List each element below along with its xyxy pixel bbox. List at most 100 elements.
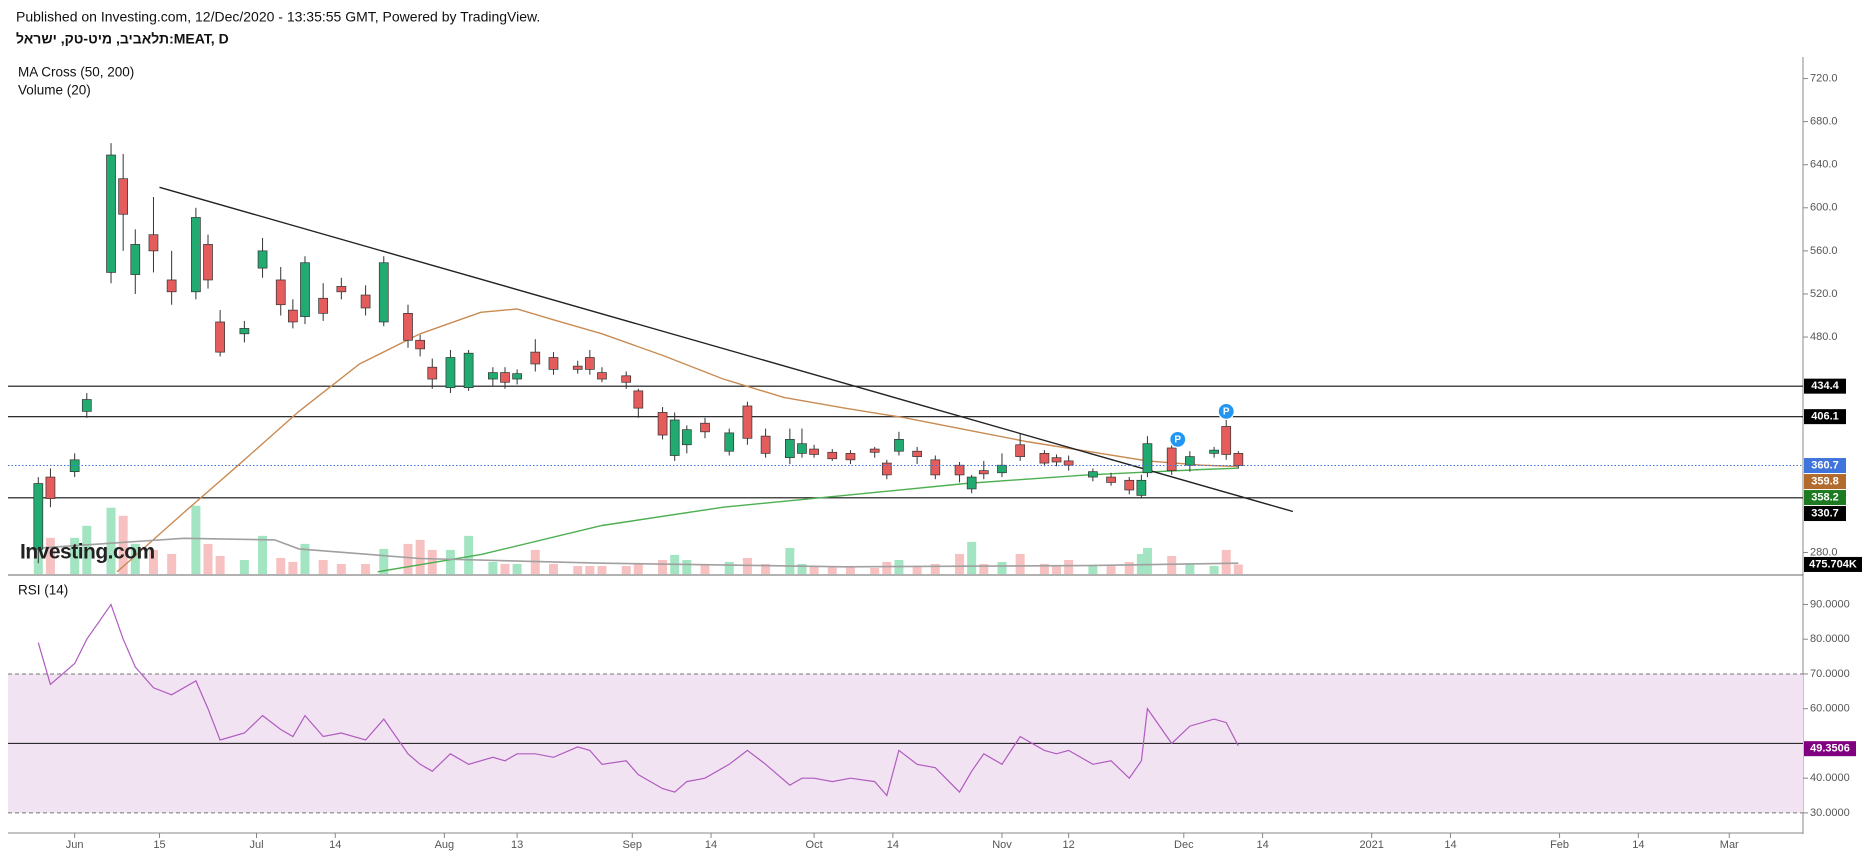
rsi-label-box [1804, 741, 1856, 757]
volume-bar [597, 565, 607, 574]
volume-bar [403, 543, 413, 574]
candle-body [1221, 426, 1232, 455]
candle-body [809, 448, 819, 455]
volume-bar [912, 565, 922, 574]
price-label: 359.8 [1811, 475, 1839, 487]
candle-body [360, 294, 371, 309]
published-line: Published on Investing.com, 12/Dec/2020 … [16, 9, 540, 25]
candle-body [191, 217, 201, 293]
volume-bar [500, 563, 510, 574]
candle-body [512, 373, 522, 380]
candle-body [966, 476, 977, 490]
volume-bar [191, 505, 201, 574]
candle-body [1063, 460, 1074, 466]
candle-body [1166, 447, 1177, 471]
volume-bar [445, 549, 455, 574]
candle-body [584, 357, 595, 370]
volume-bar [997, 561, 1007, 574]
volume-bar [979, 563, 989, 574]
volume-label: 475.704K [1809, 558, 1857, 570]
volume-bar [82, 525, 92, 574]
price-label-box [1804, 458, 1846, 474]
volume-bar [809, 566, 819, 574]
volume-bar [239, 559, 249, 574]
candle-body [288, 309, 298, 323]
volume-bar [45, 537, 55, 574]
x-tick-label: 14 [887, 839, 899, 851]
x-tick-label: 14 [1256, 839, 1268, 851]
candle-body [257, 250, 268, 269]
y-tick-label: 80.0000 [1810, 633, 1850, 645]
volume-bar [700, 563, 710, 574]
volume-bar [130, 543, 140, 574]
candle-body [1209, 449, 1219, 454]
x-tick-label: 2021 [1359, 839, 1383, 851]
volume-bar [1052, 565, 1062, 574]
candle-body [954, 464, 965, 476]
volume-bar [761, 563, 771, 574]
candle-body [1233, 453, 1244, 466]
volume-bar [870, 567, 880, 574]
candle-body [318, 297, 329, 314]
candle-body [930, 459, 941, 476]
x-tick-label: 12 [1063, 839, 1075, 851]
marker-label: P [1174, 435, 1181, 446]
volume-bar [967, 541, 977, 574]
candle-body [488, 372, 498, 380]
x-tick-label: Nov [992, 839, 1012, 851]
x-tick-label: 14 [705, 839, 717, 851]
x-tick-label: 14 [1632, 839, 1644, 851]
x-tick-label: Dec [1174, 839, 1194, 851]
volume-bar [106, 507, 116, 574]
legend-entry: MA Cross (50, 200) [18, 65, 134, 80]
x-tick-label: 14 [329, 839, 341, 851]
x-tick-label: Sep [622, 839, 642, 851]
volume-bar [1142, 547, 1152, 574]
candle-body [1088, 471, 1098, 478]
y-tick-label: 90.0000 [1810, 598, 1850, 610]
candle-body [700, 422, 710, 433]
candle-body [894, 439, 904, 452]
y-tick-label: 520.0 [1810, 288, 1838, 300]
x-tick-label: Jul [249, 839, 263, 851]
candle-body [633, 390, 644, 409]
candle-body [445, 357, 456, 389]
volume-bar [1233, 564, 1243, 574]
volume-bar [488, 561, 498, 574]
marker-label: P [1223, 407, 1230, 418]
price-label: 434.4 [1811, 380, 1839, 392]
volume-bar [203, 543, 213, 574]
volume-bar [258, 535, 268, 574]
candle-body [415, 339, 425, 350]
volume-label-box [1804, 556, 1862, 572]
price-label-box [1804, 409, 1846, 425]
volume-bar [276, 557, 286, 574]
volume-bar [882, 561, 892, 574]
x-tick-label: 14 [1444, 839, 1456, 851]
volume-bar [682, 559, 692, 574]
y-tick-label: 640.0 [1810, 159, 1838, 171]
candle-body [657, 412, 668, 436]
symbol-title: תלאביב, מיט-טק, ישראל:MEAT, D [16, 31, 229, 47]
candle-body [669, 419, 680, 456]
candle-body [130, 244, 141, 275]
candle-body [869, 448, 880, 453]
y-tick-label: 560.0 [1810, 245, 1838, 257]
candle-body [203, 244, 213, 281]
candle-body [300, 262, 310, 317]
volume-bar [1064, 559, 1074, 574]
x-tick-label: Mar [1720, 839, 1739, 851]
candle-body [1039, 453, 1050, 464]
candle-body [500, 372, 510, 383]
candle-body [1136, 479, 1147, 496]
legend-entry: RSI (14) [18, 583, 68, 598]
price-label-box [1804, 474, 1846, 490]
volume-bar [288, 561, 298, 574]
candle-body [597, 372, 607, 380]
candle-body [827, 451, 838, 460]
volume-bar [845, 566, 855, 574]
x-tick-label: Jun [66, 839, 84, 851]
candle-body [215, 321, 225, 353]
